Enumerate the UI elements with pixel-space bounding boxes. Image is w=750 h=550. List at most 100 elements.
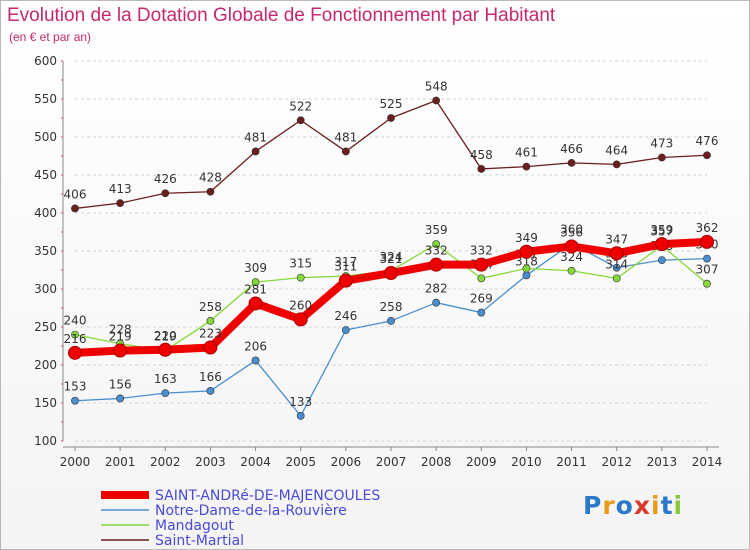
data-label: 332 (425, 244, 448, 258)
y-tick-label: 200 (34, 358, 57, 372)
data-point (387, 317, 395, 325)
data-label: 321 (380, 252, 403, 266)
data-point (206, 317, 215, 325)
data-point (522, 264, 531, 273)
data-point (158, 342, 173, 357)
data-label: 220 (154, 329, 177, 343)
data-point (612, 160, 621, 169)
data-label: 309 (244, 261, 267, 275)
data-label: 317 (334, 255, 357, 269)
data-label: 476 (696, 134, 719, 148)
data-point (113, 343, 128, 358)
x-tick-label: 2001 (105, 455, 136, 469)
data-label: 156 (109, 377, 132, 391)
data-point (432, 298, 441, 307)
data-label: 359 (425, 223, 448, 237)
data-label: 360 (560, 222, 583, 236)
data-label: 464 (605, 143, 628, 157)
x-tick-label: 2003 (195, 455, 226, 469)
x-tick-label: 2005 (285, 455, 316, 469)
proxiti-logo: Proxiti (583, 491, 684, 520)
data-point (477, 274, 486, 283)
data-label: 481 (334, 130, 357, 144)
data-point (519, 244, 534, 259)
data-point (296, 412, 305, 420)
data-point (338, 273, 353, 288)
data-label: 548 (425, 80, 448, 94)
data-point (71, 330, 79, 339)
data-point (657, 256, 666, 265)
data-label: 481 (244, 130, 267, 144)
data-point (609, 246, 624, 261)
series-3: 406 413 426 428 481 522 481 525 548 458 461 466 464 4… (64, 80, 719, 213)
data-label: 324 (380, 250, 403, 264)
x-tick-label: 2008 (421, 455, 452, 469)
data-point (206, 187, 215, 196)
data-point (248, 296, 263, 311)
data-label: 206 (244, 339, 267, 353)
data-point (703, 254, 711, 263)
chart-subtitle: (en € et par an) (9, 30, 92, 44)
data-label: 458 (470, 148, 493, 162)
data-label: 246 (334, 309, 357, 323)
data-label: 133 (289, 395, 312, 409)
data-point (296, 116, 305, 125)
data-point (703, 151, 711, 160)
data-label: 522 (289, 99, 312, 113)
data-label: 281 (244, 282, 267, 296)
data-label: 269 (470, 292, 493, 306)
data-point (477, 165, 486, 173)
data-label: 307 (696, 263, 719, 277)
data-label: 228 (109, 323, 132, 337)
data-point (522, 271, 531, 280)
data-label: 347 (605, 232, 628, 246)
y-tick-label: 550 (34, 92, 57, 106)
data-point (612, 274, 621, 283)
y-tick-label: 600 (34, 54, 57, 68)
data-point (203, 340, 218, 355)
data-label: 406 (64, 187, 87, 201)
chart-title: Evolution de la Dotation Globale de Fonc… (7, 5, 556, 26)
data-label: 258 (199, 300, 222, 314)
data-label: 324 (560, 250, 583, 264)
data-point (567, 158, 576, 167)
x-tick-label: 2012 (601, 455, 632, 469)
data-label: 473 (650, 137, 673, 151)
data-label: 525 (380, 97, 403, 111)
data-point (116, 394, 125, 403)
x-tick-label: 2002 (150, 455, 181, 469)
data-label: 166 (199, 370, 222, 384)
data-label: 357 (650, 225, 673, 239)
data-point (296, 273, 305, 282)
data-point (293, 312, 308, 327)
data-point (71, 396, 79, 405)
legend-label: Mandagout (155, 518, 234, 534)
data-point (654, 237, 669, 252)
y-tick-label: 100 (34, 434, 57, 448)
y-tick-label: 300 (34, 282, 57, 296)
data-label: 223 (199, 327, 222, 341)
data-label: 163 (154, 372, 177, 386)
data-point (432, 96, 441, 105)
data-label: 426 (154, 172, 177, 186)
data-point (251, 356, 260, 365)
legend-label: SAINT-ANDRé-DE-MAJENCOULES (155, 488, 380, 504)
x-tick-label: 2011 (556, 455, 587, 469)
data-point (474, 257, 489, 272)
legend-label: Saint-Martial (155, 533, 244, 549)
data-point (384, 266, 398, 281)
legend-label: Notre-Dame-de-la-Rouvière (155, 503, 347, 519)
data-point (700, 234, 714, 249)
data-label: 216 (64, 332, 87, 346)
data-point (161, 189, 170, 198)
data-point (612, 263, 621, 272)
data-label: 359 (650, 223, 673, 237)
data-label: 356 (560, 225, 583, 239)
y-tick-label: 450 (34, 168, 57, 182)
y-tick-label: 400 (34, 206, 57, 220)
data-label: 349 (515, 231, 538, 245)
data-label: 461 (515, 146, 538, 160)
data-point (567, 266, 576, 275)
